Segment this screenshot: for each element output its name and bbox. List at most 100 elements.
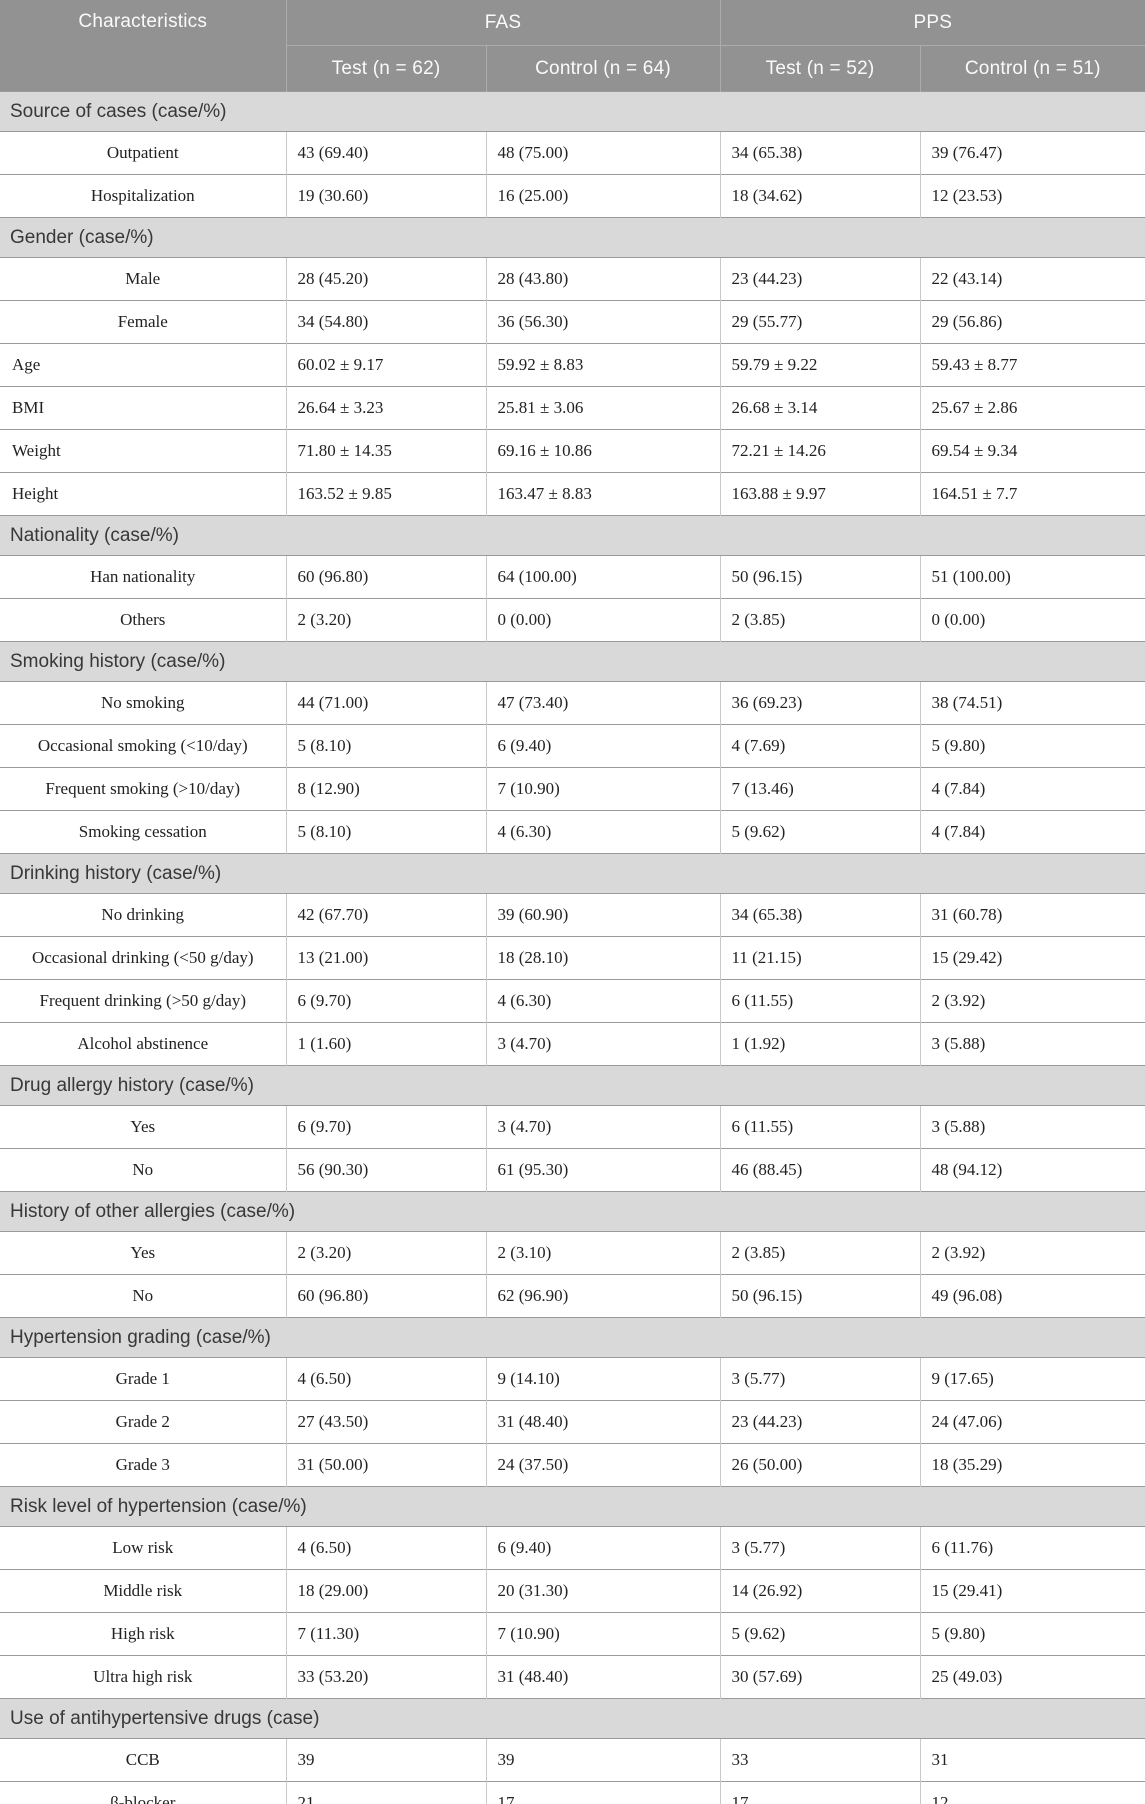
table-row: No 60 (96.80) 62 (96.90) 50 (96.15) 49 (96.0…	[0, 1274, 1145, 1318]
cell-value: 7 (10.90)	[485, 1612, 721, 1656]
cell-value: 26 (50.00)	[719, 1443, 921, 1487]
cell-value: 23 (44.23)	[719, 1400, 921, 1444]
cell-value: 39 (60.90)	[485, 893, 721, 937]
cell-value: 47 (73.40)	[485, 681, 721, 725]
cell-value: 25.67 ± 2.86	[919, 386, 1145, 430]
table-row: Male 28 (45.20) 28 (43.80) 23 (44.23) 22 (43…	[0, 257, 1145, 301]
cell-value: 2 (3.92)	[919, 979, 1145, 1023]
row-label: Yes	[0, 1105, 286, 1149]
cell-value: 7 (13.46)	[719, 767, 921, 811]
section-row: Nationality (case/%)	[0, 515, 1145, 556]
table-row: Frequent drinking (>50 g/day) 6 (9.70) 4 (…	[0, 979, 1145, 1023]
table-row: No drinking 42 (67.70) 39 (60.90) 34 (65.38…	[0, 893, 1145, 937]
table-row: Grade 3 31 (50.00) 24 (37.50) 26 (50.00) 18 …	[0, 1443, 1145, 1487]
cell-value: 14 (26.92)	[719, 1569, 921, 1613]
cell-value: 33 (53.20)	[285, 1655, 486, 1699]
cell-value: 6 (9.70)	[285, 979, 486, 1023]
section-title: Hypertension grading (case/%)	[0, 1317, 1145, 1358]
cell-value: 39 (76.47)	[919, 131, 1145, 175]
table-row: High risk 7 (11.30) 7 (10.90) 5 (9.62) 5 (9.…	[0, 1612, 1145, 1656]
row-label: CCB	[0, 1738, 286, 1782]
cell-value: 18 (35.29)	[919, 1443, 1145, 1487]
row-label: No	[0, 1274, 286, 1318]
table-row: CCB 39 39 33 31	[0, 1738, 1145, 1782]
section-title: Smoking history (case/%)	[0, 641, 1145, 682]
cell-value: 42 (67.70)	[285, 893, 486, 937]
cell-value: 61 (95.30)	[485, 1148, 721, 1192]
table-row: Frequent smoking (>10/day) 8 (12.90) 7 (10…	[0, 767, 1145, 811]
table-header: Characteristics FAS PPS Test (n = 62) Co…	[0, 0, 1145, 92]
cell-value: 5 (8.10)	[285, 724, 486, 768]
cell-value: 59.79 ± 9.22	[719, 343, 921, 387]
cell-value: 6 (9.70)	[285, 1105, 486, 1149]
row-label: Middle risk	[0, 1569, 286, 1613]
row-label: Occasional drinking (<50 g/day)	[0, 936, 286, 980]
cell-value: 46 (88.45)	[719, 1148, 921, 1192]
cell-value: 31 (48.40)	[485, 1400, 721, 1444]
cell-value: 2 (3.20)	[285, 1231, 486, 1275]
cell-value: 163.52 ± 9.85	[285, 472, 486, 516]
cell-value: 1 (1.60)	[285, 1022, 486, 1066]
row-label: Yes	[0, 1231, 286, 1275]
cell-value: 28 (43.80)	[485, 257, 721, 301]
section-row: Risk level of hypertension (case/%)	[0, 1486, 1145, 1527]
row-label: BMI	[0, 386, 286, 430]
cell-value: 19 (30.60)	[285, 174, 486, 218]
table-row: Yes 2 (3.20) 2 (3.10) 2 (3.85) 2 (3.92)	[0, 1231, 1145, 1275]
row-label: Age	[0, 343, 286, 387]
row-label: Occasional smoking (<10/day)	[0, 724, 286, 768]
cell-value: 48 (75.00)	[485, 131, 721, 175]
cell-value: 48 (94.12)	[919, 1148, 1145, 1192]
cell-value: 34 (65.38)	[719, 131, 921, 175]
cell-value: 17	[719, 1781, 921, 1804]
cell-value: 69.54 ± 9.34	[919, 429, 1145, 473]
cell-value: 18 (34.62)	[719, 174, 921, 218]
cell-value: 6 (9.40)	[485, 724, 721, 768]
cell-value: 2 (3.85)	[719, 598, 921, 642]
header-group-row: Characteristics FAS PPS	[0, 0, 1145, 92]
section-row: Drinking history (case/%)	[0, 853, 1145, 894]
cell-value: 5 (8.10)	[285, 810, 486, 854]
table-body: Source of cases (case/%) Outpatient 43 (69…	[0, 91, 1145, 1804]
cell-value: 13 (21.00)	[285, 936, 486, 980]
cell-value: 33	[719, 1738, 921, 1782]
cell-value: 36 (69.23)	[719, 681, 921, 725]
cell-value: 16 (25.00)	[485, 174, 721, 218]
section-title: Drug allergy history (case/%)	[0, 1065, 1145, 1106]
cell-value: 26.64 ± 3.23	[285, 386, 486, 430]
cell-value: 4 (7.84)	[919, 767, 1145, 811]
cell-value: 0 (0.00)	[485, 598, 721, 642]
cell-value: 36 (56.30)	[485, 300, 721, 344]
cell-value: 31	[919, 1738, 1145, 1782]
row-label: Outpatient	[0, 131, 286, 175]
group-header-fas: FAS	[285, 0, 721, 46]
cell-value: 38 (74.51)	[919, 681, 1145, 725]
cell-value: 0 (0.00)	[919, 598, 1145, 642]
cell-value: 2 (3.85)	[719, 1231, 921, 1275]
cell-value: 4 (6.30)	[485, 810, 721, 854]
cell-value: 64 (100.00)	[485, 555, 721, 599]
cell-value: 18 (29.00)	[285, 1569, 486, 1613]
cell-value: 2 (3.92)	[919, 1231, 1145, 1275]
table-row: BMI 26.64 ± 3.23 25.81 ± 3.06 26.68 ± 3.14 2…	[0, 386, 1145, 430]
cell-value: 60 (96.80)	[285, 1274, 486, 1318]
cell-value: 4 (6.30)	[485, 979, 721, 1023]
section-row: Hypertension grading (case/%)	[0, 1317, 1145, 1358]
table-row: Han nationality 60 (96.80) 64 (100.00) 50 (…	[0, 555, 1145, 599]
table-row: Outpatient 43 (69.40) 48 (75.00) 34 (65.38)…	[0, 131, 1145, 175]
section-title: Use of antihypertensive drugs (case)	[0, 1698, 1145, 1739]
cell-value: 72.21 ± 14.26	[719, 429, 921, 473]
table-row: Age 60.02 ± 9.17 59.92 ± 8.83 59.79 ± 9.22 5…	[0, 343, 1145, 387]
cell-value: 69.16 ± 10.86	[485, 429, 721, 473]
cell-value: 3 (5.77)	[719, 1357, 921, 1401]
table-row: Yes 6 (9.70) 3 (4.70) 6 (11.55) 3 (5.88)	[0, 1105, 1145, 1149]
cell-value: 7 (10.90)	[485, 767, 721, 811]
row-label: Ultra high risk	[0, 1655, 286, 1699]
section-title: Source of cases (case/%)	[0, 91, 1145, 132]
cell-value: 51 (100.00)	[919, 555, 1145, 599]
table-row: No 56 (90.30) 61 (95.30) 46 (88.45) 48 (94.1…	[0, 1148, 1145, 1192]
cell-value: 24 (37.50)	[485, 1443, 721, 1487]
